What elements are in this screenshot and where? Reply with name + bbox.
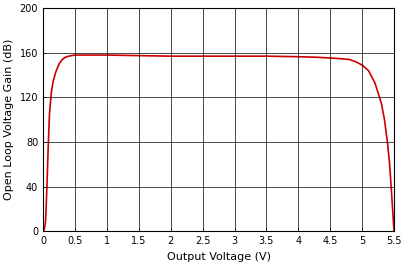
Y-axis label: Open Loop Voltage Gain (dB): Open Loop Voltage Gain (dB): [4, 39, 14, 201]
X-axis label: Output Voltage (V): Output Voltage (V): [166, 252, 270, 262]
